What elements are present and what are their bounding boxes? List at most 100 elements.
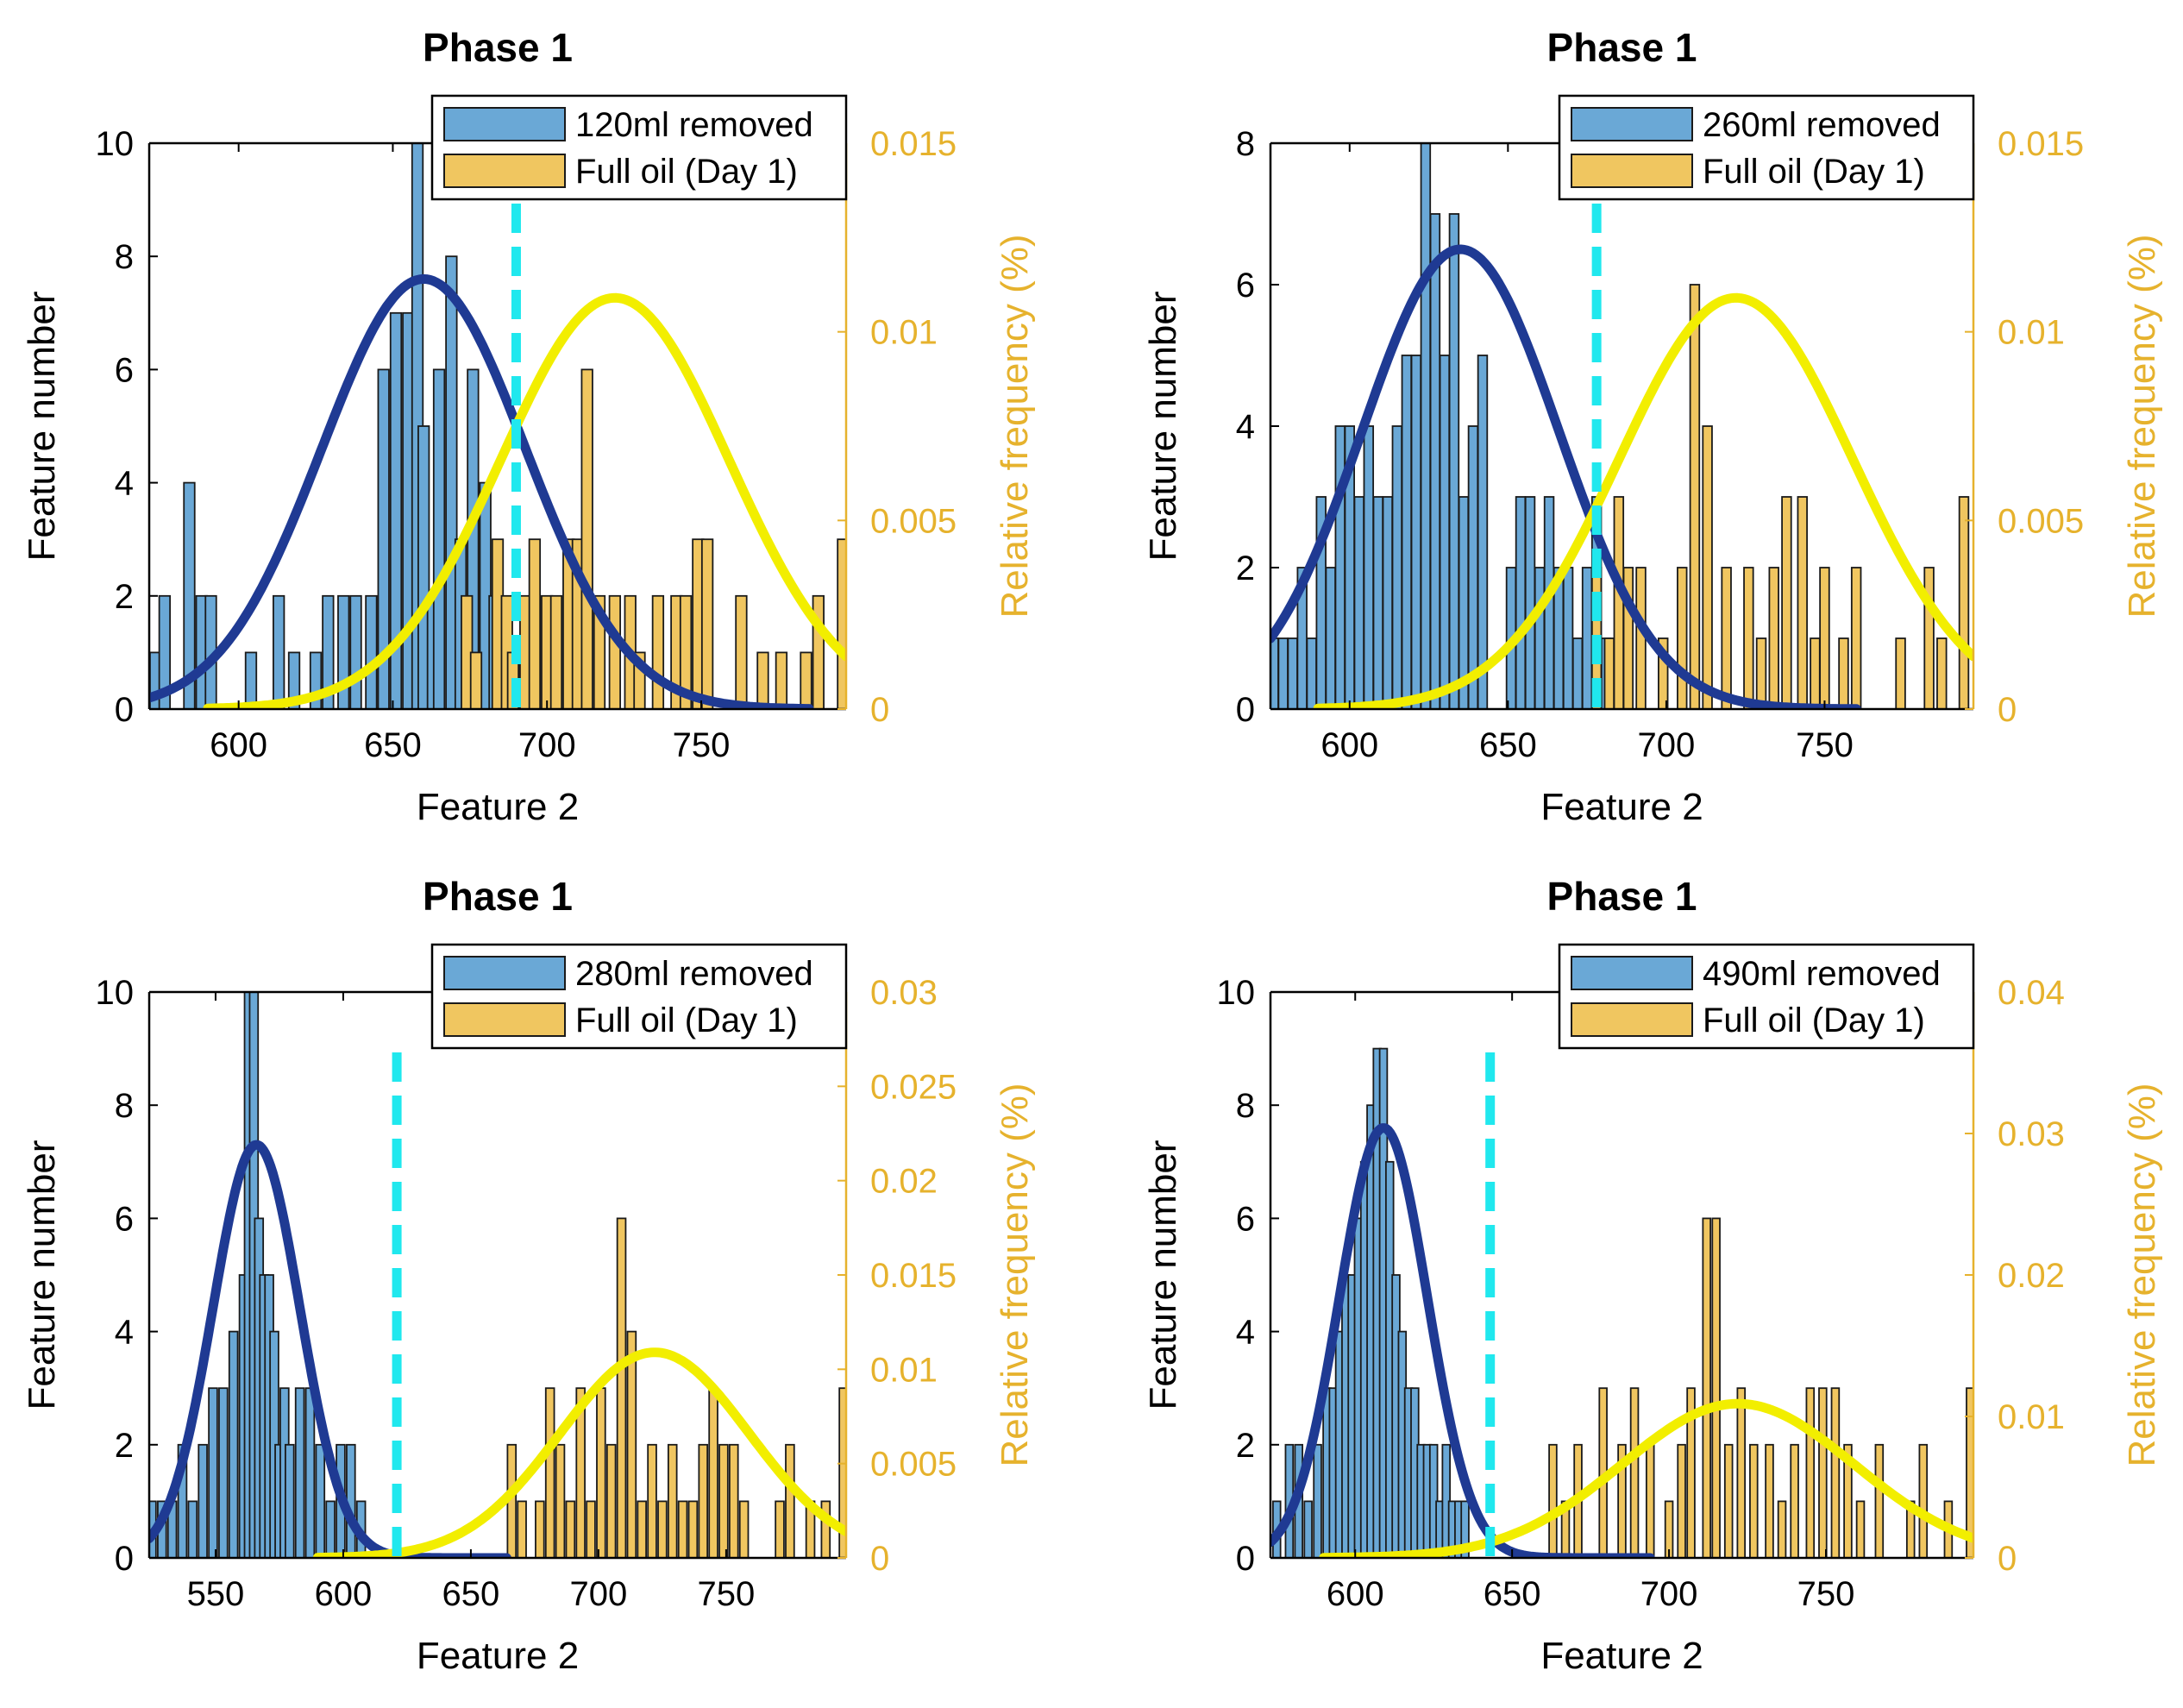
full-oil-bar (608, 594, 622, 709)
legend: 260ml removed Full oil (Day 1) (1558, 94, 1975, 201)
removed-bar (1303, 1500, 1313, 1558)
full-oil-bar (687, 1500, 699, 1558)
removed-bar (1448, 213, 1460, 709)
y2-tick-label: 0.005 (1998, 502, 2084, 540)
full-oil-bar (1936, 637, 1948, 709)
removed-bar (285, 1443, 295, 1558)
plot-area (1270, 142, 1973, 709)
y-tick-label: 2 (115, 1427, 134, 1465)
x-axis-label: Feature 2 (1540, 1635, 1703, 1677)
full-oil-bar (1777, 1500, 1787, 1558)
removed-bar (1306, 637, 1317, 709)
removed-bar (198, 1443, 208, 1558)
removed-bar (365, 594, 378, 709)
y-axis-label: Feature number (21, 1140, 63, 1410)
y-tick-label: 4 (1236, 408, 1255, 446)
chart-panel-1: 600 650 700 750 0 2 4 6 8 10 0 0.005 0.01 0.015 Phase … (21, 25, 1036, 828)
removed-bar (1460, 1500, 1470, 1558)
x-tick-label: 700 (518, 726, 576, 764)
x-tick-label: 600 (1320, 726, 1378, 764)
removed-fit-curve (149, 273, 814, 709)
plot-area (1270, 1047, 1973, 1558)
removed-bar (337, 594, 350, 709)
y-tick-label: 4 (115, 465, 134, 503)
x-tick-label: 750 (1797, 1575, 1855, 1613)
full-oil-bar (1895, 637, 1906, 709)
full-oil-bar (1850, 567, 1862, 709)
full-oil-fit-curve (203, 292, 846, 709)
full-oil-bar (1958, 496, 1970, 709)
y2-axis-label: Relative frequency (%) (2121, 234, 2163, 618)
removed-bar (304, 1387, 316, 1558)
removed-bar (1439, 355, 1451, 709)
full-oil-bar (616, 1217, 627, 1558)
full-oil-bar (1548, 1443, 1558, 1558)
removed-bar (1534, 567, 1546, 709)
legend-swatch-removed (443, 107, 566, 141)
full-oil-bar (1664, 1500, 1674, 1558)
legend-swatch-removed (443, 956, 566, 990)
y2-tick-label: 0 (870, 1540, 889, 1578)
x-tick-label: 700 (1638, 726, 1696, 764)
full-oil-bar (728, 1443, 739, 1558)
x-tick-label: 550 (187, 1575, 245, 1613)
full-oil-bar (1702, 1217, 1712, 1558)
full-oil-bar (1677, 1443, 1686, 1558)
full-oil-bar (1603, 637, 1615, 709)
full-oil-bar (1918, 1443, 1929, 1558)
removed-bar (228, 1330, 239, 1558)
x-tick-label: 600 (210, 726, 267, 764)
legend-swatch-full-oil (1571, 1002, 1693, 1037)
removed-bar (1515, 496, 1527, 709)
full-oil-bar (549, 594, 563, 709)
y-tick-label: 10 (1217, 974, 1256, 1012)
full-oil-bar (1819, 567, 1830, 709)
y2-tick-label: 0 (870, 691, 889, 729)
y-tick-label: 2 (1236, 549, 1255, 587)
y-tick-label: 0 (1236, 691, 1255, 729)
y-axis-label: Feature number (21, 291, 63, 561)
y2-tick-label: 0.03 (870, 974, 938, 1012)
removed-bar (445, 255, 458, 709)
full-oil-bar (1736, 1387, 1747, 1558)
x-tick-label: 600 (1327, 1575, 1384, 1613)
full-oil-bar (820, 1500, 831, 1558)
full-oil-bar (1810, 637, 1821, 709)
removed-bar (187, 1500, 198, 1558)
full-oil-bar (651, 594, 665, 709)
legend-swatch-full-oil (443, 154, 566, 188)
x-axis-label: Feature 2 (1540, 786, 1703, 828)
y-tick-label: 2 (1236, 1427, 1255, 1465)
full-oil-bar (1622, 567, 1634, 709)
removed-bar (1334, 425, 1346, 709)
removed-bar (1477, 355, 1489, 709)
legend-swatch-full-oil (443, 1002, 566, 1037)
legend-label-full-oil: Full oil (Day 1) (575, 1002, 798, 1039)
legend-label-removed: 120ml removed (575, 106, 813, 144)
y-tick-label: 10 (96, 125, 135, 163)
legend: 490ml removed Full oil (Day 1) (1558, 943, 1975, 1050)
x-axis-label: Feature 2 (417, 1635, 579, 1677)
full-oil-bar (535, 1500, 545, 1558)
x-tick-label: 700 (570, 1575, 628, 1613)
x-tick-label: 700 (1640, 1575, 1698, 1613)
legend-label-full-oil: Full oil (Day 1) (575, 153, 798, 191)
full-oil-bar (677, 1500, 688, 1558)
removed-bar (1562, 567, 1574, 709)
full-oil-bar (1805, 1387, 1816, 1558)
removed-bar (315, 1443, 326, 1558)
full-oil-bar (565, 1500, 576, 1558)
full-oil-bar (1723, 1443, 1734, 1558)
chart-title: Phase 1 (423, 874, 573, 919)
full-oil-bar (1768, 567, 1779, 709)
full-oil-bar (1645, 1443, 1655, 1558)
full-oil-bar (1797, 496, 1808, 709)
removed-bar (1524, 496, 1536, 709)
full-oil-bar (1874, 1443, 1885, 1558)
plot-area (149, 991, 846, 1558)
removed-bar (1467, 425, 1479, 709)
y-tick-label: 4 (1236, 1314, 1255, 1352)
y2-axis-label: Relative frequency (%) (994, 1083, 1036, 1466)
full-oil-bar (517, 1500, 527, 1558)
removed-bar (325, 1500, 336, 1558)
